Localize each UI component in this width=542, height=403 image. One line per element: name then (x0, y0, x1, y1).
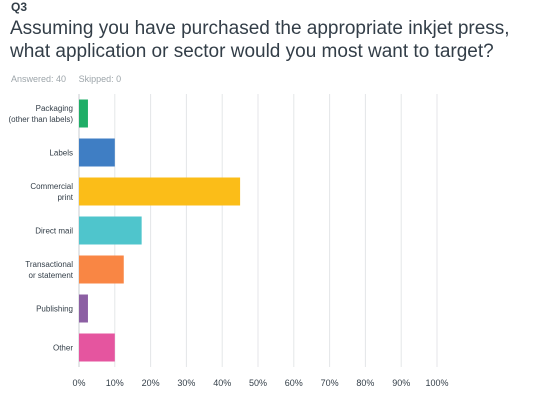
bar (79, 255, 124, 284)
bar (79, 138, 115, 167)
question-number: Q3 (11, 0, 28, 14)
skipped-count: Skipped: 0 (78, 74, 122, 84)
bar (79, 216, 142, 245)
category-label: Transactional or statement (25, 260, 74, 280)
category-label: Direct mail (35, 227, 73, 236)
x-tick-label: 0% (72, 378, 85, 388)
bar (79, 333, 115, 362)
bar (79, 99, 88, 128)
x-tick-label: 70% (321, 378, 339, 388)
x-tick-label: 60% (285, 378, 303, 388)
answered-count: Answered: 40 (11, 74, 67, 84)
category-label: Other (53, 344, 73, 353)
x-tick-label: 10% (106, 378, 124, 388)
bar (79, 177, 241, 206)
x-tick-label: 30% (177, 378, 195, 388)
x-tick-label: 20% (142, 378, 160, 388)
x-tick-label: 80% (356, 378, 374, 388)
x-tick-label: 90% (392, 378, 410, 388)
bar (79, 294, 88, 323)
question-title: Assuming you have purchased the appropri… (10, 18, 510, 62)
x-tick-label: 100% (425, 378, 448, 388)
category-label: Commercial print (30, 182, 73, 202)
x-tick-label: 40% (213, 378, 231, 388)
response-stats: Answered: 40 Skipped: 0 (11, 74, 121, 84)
category-label: Packaging (other than labels) (9, 104, 74, 124)
category-label: Publishing (36, 305, 73, 314)
x-tick-label: 50% (249, 378, 267, 388)
category-label: Labels (49, 149, 73, 158)
